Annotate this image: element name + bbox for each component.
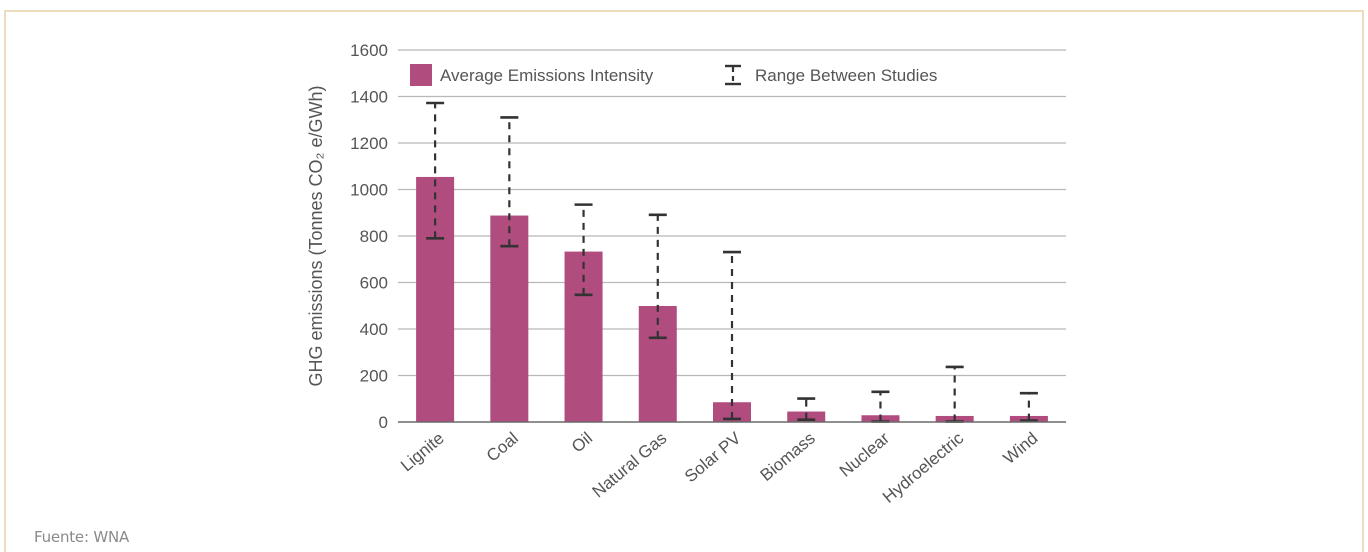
legend-range-label: Range Between Studies	[755, 66, 937, 85]
y-tick-label: 0	[379, 413, 388, 432]
y-tick-label: 1000	[350, 181, 388, 200]
x-category-label: Oil	[568, 429, 596, 457]
error-bar-biomass	[797, 397, 816, 421]
error-bar-solar-pv	[723, 250, 741, 421]
error-bar-natural-gas	[648, 213, 667, 340]
x-category-label: Coal	[483, 429, 522, 466]
error-bar-lignite	[426, 101, 445, 240]
error-bar-coal	[500, 116, 519, 248]
y-tick-label: 1400	[350, 88, 388, 107]
x-category-label: Biomass	[757, 429, 819, 485]
x-category-label: Solar PV	[681, 428, 745, 486]
bar-natural-gas	[638, 305, 677, 422]
y-tick-label: 1200	[350, 134, 388, 153]
bar-coal	[490, 215, 529, 422]
bar-series	[416, 176, 1048, 422]
y-tick-label: 600	[360, 274, 388, 293]
x-category-label: Natural Gas	[589, 429, 671, 502]
y-axis-label: GHG emissions (Tonnes CO₂ e/GWh)	[306, 85, 326, 386]
y-tick-label: 1600	[350, 41, 388, 60]
y-axis-ticks: 0 200 400 600 800 1000 1200 1400 1600	[350, 41, 388, 432]
x-category-label: Nuclear	[836, 428, 893, 480]
y-tick-label: 800	[360, 227, 388, 246]
figure-frame	[4, 10, 1364, 552]
error-bar-wind	[1019, 391, 1038, 422]
legend-bar-swatch	[410, 64, 432, 86]
y-tick-label: 400	[360, 320, 388, 339]
x-category-label: Hydroelectric	[879, 428, 968, 507]
legend: Average Emissions Intensity Range Betwee…	[410, 64, 937, 86]
legend-range-icon	[725, 64, 741, 86]
source-caption: Fuente: WNA	[34, 528, 130, 546]
legend-bar-label: Average Emissions Intensity	[440, 66, 654, 85]
bar-lignite	[416, 176, 455, 422]
y-tick-label: 200	[360, 367, 388, 386]
x-category-label: Lignite	[397, 429, 448, 476]
x-category-label: Wind	[1000, 429, 1042, 468]
error-bar-oil	[574, 203, 593, 297]
